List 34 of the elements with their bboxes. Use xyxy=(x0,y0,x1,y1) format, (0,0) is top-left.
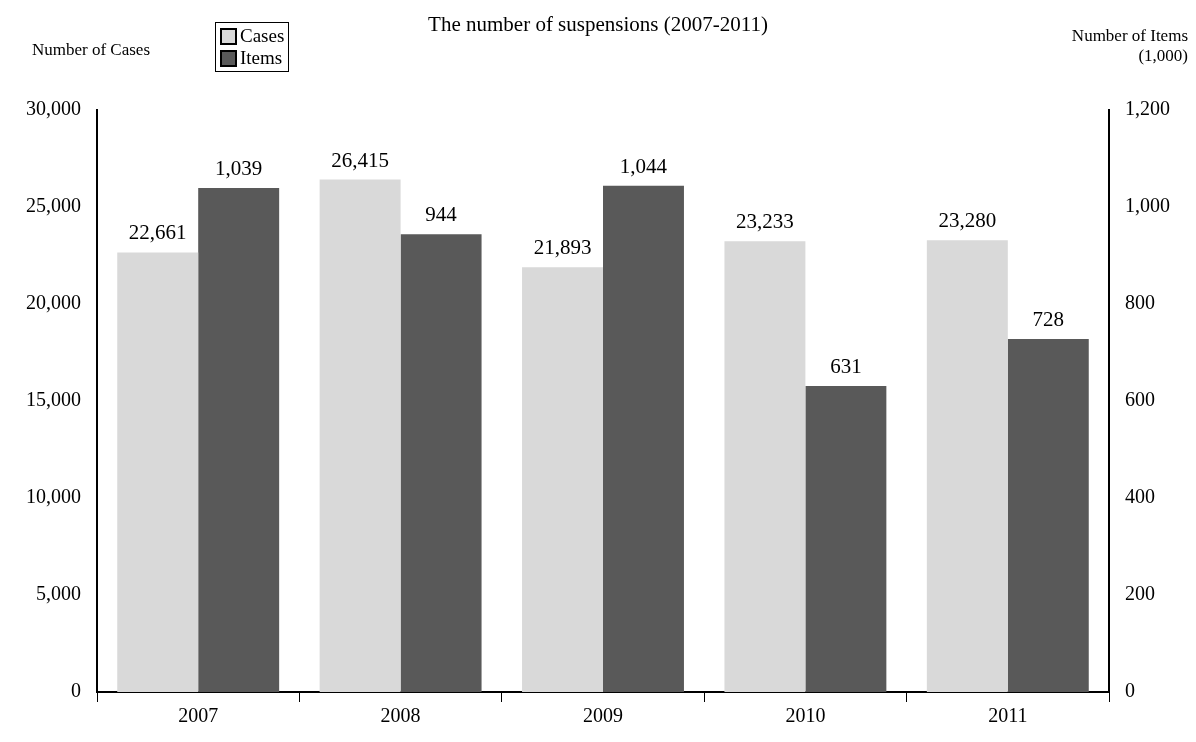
y-tick-label: 5,000 xyxy=(36,582,81,605)
x-tick-label: 2011 xyxy=(988,704,1028,727)
y2-tick-label: 800 xyxy=(1125,291,1155,314)
legend-label: Cases xyxy=(240,25,285,47)
y-tick-label: 25,000 xyxy=(26,194,81,217)
data-label: 1,039 xyxy=(215,156,263,181)
y-tick-label: 0 xyxy=(71,679,81,702)
x-tick-label: 2007 xyxy=(178,704,219,727)
data-label: 631 xyxy=(830,353,862,378)
y-axis-title: Number of Cases xyxy=(32,40,151,60)
x-tick-label: 2009 xyxy=(583,704,623,727)
y2-tick-label: 1,200 xyxy=(1125,97,1170,120)
chart-title: The number of suspensions (2007-2011) xyxy=(428,12,768,36)
data-label: 23,280 xyxy=(938,208,997,233)
legend-label: Items xyxy=(240,47,283,69)
data-label: 1,044 xyxy=(619,153,668,178)
data-label: 21,893 xyxy=(533,235,592,260)
y-tick-label: 20,000 xyxy=(26,291,81,314)
x-tick-label: 2008 xyxy=(380,704,421,727)
y2-tick-label: 1,000 xyxy=(1125,194,1170,217)
data-label: 23,233 xyxy=(736,209,794,234)
y2-tick-label: 0 xyxy=(1125,679,1135,702)
data-label: 944 xyxy=(425,202,458,227)
data-label: 728 xyxy=(1032,306,1065,331)
y2-axis-title: Number of Items (1,000) xyxy=(1070,26,1188,66)
y2-tick-label: 600 xyxy=(1125,388,1155,411)
data-label: 22,661 xyxy=(128,220,187,245)
data-label: 26,415 xyxy=(331,147,389,172)
y2-tick-label: 400 xyxy=(1125,485,1155,508)
x-tick-label: 2010 xyxy=(785,704,826,727)
y-tick-label: 30,000 xyxy=(26,97,81,120)
y-tick-label: 15,000 xyxy=(26,388,81,411)
y2-tick-label: 200 xyxy=(1125,582,1155,605)
y-tick-label: 10,000 xyxy=(26,485,81,508)
